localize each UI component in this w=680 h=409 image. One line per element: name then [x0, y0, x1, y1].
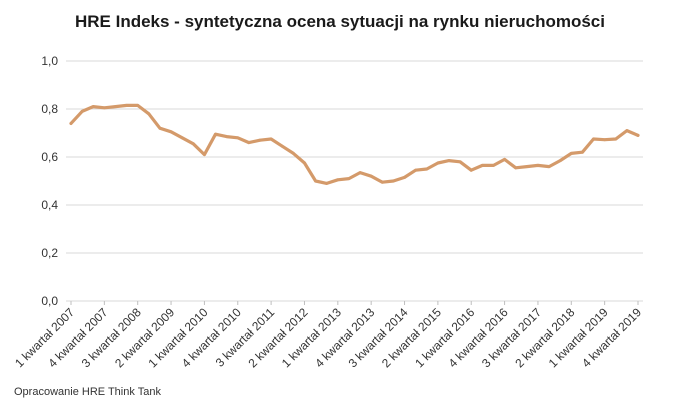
data-point	[525, 165, 529, 169]
data-point	[158, 126, 162, 130]
data-point	[214, 132, 217, 136]
data-point	[314, 179, 317, 183]
data-point	[458, 160, 462, 164]
data-point	[480, 164, 484, 167]
data-point	[102, 106, 106, 110]
series-line	[69, 103, 640, 185]
data-point	[603, 138, 607, 142]
data-point	[569, 152, 573, 155]
data-point	[136, 104, 140, 107]
data-point	[325, 182, 329, 185]
data-point	[69, 122, 73, 125]
data-point	[236, 136, 240, 140]
data-point	[114, 105, 117, 108]
data-point	[636, 134, 640, 137]
data-point	[125, 104, 128, 107]
data-point	[191, 142, 195, 146]
data-point	[247, 141, 251, 145]
y-tick-label: 0,2	[41, 246, 58, 260]
data-point	[203, 153, 206, 157]
data-point	[425, 167, 429, 171]
data-point	[547, 165, 551, 169]
data-point	[503, 158, 506, 161]
data-point	[80, 110, 84, 113]
data-point	[258, 138, 262, 142]
data-point	[625, 129, 629, 133]
data-point	[380, 180, 384, 184]
data-point	[558, 159, 562, 163]
data-point	[347, 177, 351, 181]
data-point	[269, 137, 273, 141]
data-point	[436, 161, 440, 165]
data-point	[91, 105, 95, 108]
data-point	[358, 171, 362, 175]
data-point	[180, 136, 184, 140]
data-point	[303, 161, 306, 165]
data-point	[169, 130, 173, 134]
data-point	[536, 164, 540, 167]
data-point	[225, 135, 229, 139]
data-point	[280, 144, 284, 148]
data-point	[592, 137, 595, 141]
data-point	[492, 164, 495, 167]
y-tick-label: 0,4	[41, 198, 58, 212]
data-point	[414, 168, 418, 172]
data-point	[336, 178, 340, 182]
data-point	[403, 176, 406, 179]
x-tick-label: 4 kwartał 2019	[579, 305, 644, 370]
chart-title: HRE Indeks - syntetyczna ocena sytuacji …	[74, 12, 605, 31]
y-tick-label: 1,0	[41, 54, 58, 68]
data-point	[514, 166, 518, 170]
y-tick-label: 0,8	[41, 102, 58, 116]
y-tick-label: 0,0	[41, 294, 58, 308]
data-point	[469, 168, 473, 172]
data-point	[147, 112, 151, 116]
source-note: Opracowanie HRE Think Tank	[14, 386, 161, 398]
data-point	[447, 159, 451, 163]
data-point	[392, 179, 395, 183]
data-point	[369, 174, 373, 178]
data-point	[614, 137, 618, 141]
data-point	[581, 150, 584, 154]
y-tick-label: 0,6	[41, 150, 58, 164]
data-point	[291, 152, 295, 155]
